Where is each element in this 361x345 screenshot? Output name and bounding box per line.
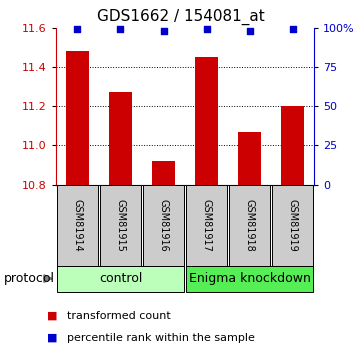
Text: GSM81918: GSM81918 [244, 199, 255, 252]
Text: ■: ■ [47, 311, 57, 321]
Bar [238, 131, 261, 185]
Point [75, 27, 81, 32]
Bar [66, 51, 89, 185]
Text: control: control [99, 272, 142, 285]
Text: transformed count: transformed count [67, 311, 170, 321]
Point [247, 28, 252, 33]
Text: ■: ■ [47, 333, 57, 343]
Bar [152, 161, 175, 185]
Point [204, 27, 209, 32]
Point [290, 27, 295, 32]
Text: GDS1662 / 154081_at: GDS1662 / 154081_at [97, 9, 264, 25]
Text: GSM81917: GSM81917 [201, 199, 212, 252]
Point [118, 27, 123, 32]
Bar [195, 57, 218, 185]
Point [161, 28, 166, 33]
Text: percentile rank within the sample: percentile rank within the sample [67, 333, 255, 343]
Text: Enigma knockdown: Enigma knockdown [188, 272, 310, 285]
Text: protocol: protocol [4, 272, 55, 285]
Text: GSM81915: GSM81915 [116, 199, 126, 252]
Text: GSM81914: GSM81914 [73, 199, 82, 252]
Bar [281, 106, 304, 185]
Bar [109, 92, 132, 185]
Text: GSM81916: GSM81916 [158, 199, 169, 252]
Text: GSM81919: GSM81919 [288, 199, 297, 252]
